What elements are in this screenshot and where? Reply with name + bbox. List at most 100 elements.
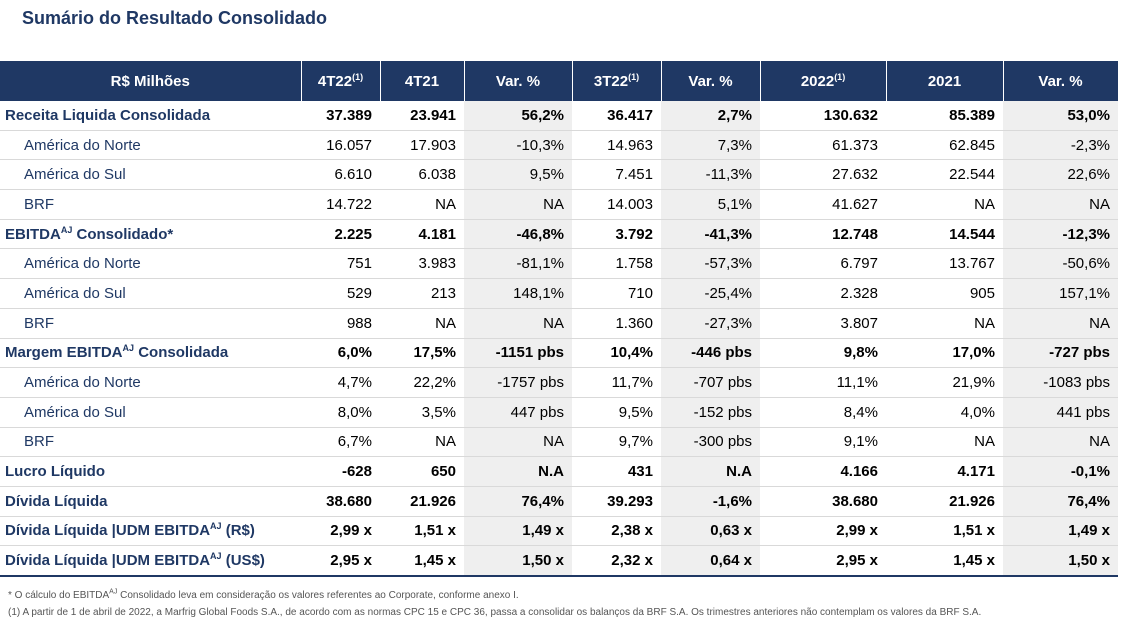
table-cell: 1,50 x [1003, 545, 1118, 578]
footnote-text: * O cálculo do EBITDA [8, 590, 110, 601]
header-col-text: 4T21 [404, 72, 440, 90]
table-cell: 37.389 [301, 101, 380, 131]
table-cell: 2.328 [760, 278, 886, 309]
table-row: América do Norte 751 3.983 -81,1% 1.758 -57,3… [0, 248, 1118, 280]
table-cell: 148,1% [464, 278, 572, 309]
table-cell: NA [464, 308, 572, 339]
table-cell: 0,63 x [661, 516, 760, 547]
table-row: Lucro Líquido -628 650 N.A 431 N.A 4.166 4.171-… [0, 456, 1118, 487]
table-cell: 38.680 [760, 486, 886, 517]
table-row: América do Sul 529 213 148,1% 710 -25,4% 2.328… [0, 278, 1118, 309]
table-cell: 21,9% [886, 367, 1003, 398]
row-label-suffix: (US$) [221, 552, 265, 570]
table-row: América do Norte 4,7% 22,2% -1757 pbs 11,7% -… [0, 367, 1118, 398]
table-cell: 9,5% [464, 159, 572, 191]
table-row: Margem EBITDAAJ Consolidada 6,0% 17,5% -115… [0, 338, 1118, 369]
table-cell: 1,50 x [464, 545, 572, 578]
table-cell: 4.166 [760, 456, 886, 487]
table-cell: NA [1003, 427, 1118, 458]
row-label-text: América do Sul [24, 166, 126, 184]
header-col: 4T22(1) [301, 61, 381, 101]
table-cell: 1.360 [572, 308, 661, 339]
table-cell: 2.225 [301, 219, 380, 250]
table-cell: 38.680 [301, 486, 380, 517]
table-cell: 22,6% [1003, 159, 1118, 191]
row-label: BRF [0, 308, 301, 339]
table-cell: 2,38 x [572, 516, 661, 547]
row-label-text: Dívida Líquida [5, 492, 108, 510]
table-cell: N.A [661, 456, 760, 487]
table-cell: 988 [301, 308, 380, 339]
header-col-text: 2022 [800, 72, 835, 90]
table-cell: -46,8% [464, 219, 572, 250]
table-cell: 2,99 x [760, 516, 886, 547]
table-cell: 53,0% [1003, 101, 1118, 131]
table-cell: NA [464, 427, 572, 458]
row-label-text: Receita Liquida Consolidada [5, 106, 211, 124]
table-cell: -27,3% [661, 308, 760, 339]
row-label-text: Margem EBITDA [5, 344, 123, 362]
table-cell: 4.181 [380, 219, 464, 250]
table-cell: -152 pbs [661, 397, 760, 428]
table-cell: 36.417 [572, 101, 661, 131]
table-row: América do Norte 16.057 17.903 -10,3% 14.963… [0, 130, 1118, 161]
row-label-sup: AJ [122, 343, 135, 354]
table-cell: -25,4% [661, 278, 760, 309]
table-cell: 22,2% [380, 367, 464, 398]
table-cell: -727 pbs [1003, 338, 1118, 369]
header-col: 2022(1) [760, 61, 887, 101]
table-cell: -50,6% [1003, 248, 1118, 280]
row-label-text: América do Sul [24, 284, 126, 302]
header-col: Var. % [464, 61, 573, 101]
table-cell: -1151 pbs [464, 338, 572, 369]
table-cell: NA [1003, 189, 1118, 220]
table-cell: 17,5% [380, 338, 464, 369]
header-col-sup: (1) [352, 71, 364, 82]
table-cell: 9,5% [572, 397, 661, 428]
header-col-text: 4T22 [317, 72, 353, 90]
row-label: BRF [0, 427, 301, 458]
table-cell: NA [886, 427, 1003, 458]
table-cell: 2,95 x [301, 545, 380, 578]
table-cell: 441 pbs [1003, 397, 1118, 428]
table-cell: 7,3% [661, 130, 760, 161]
table-cell: -12,3% [1003, 219, 1118, 250]
table-cell: 85.389 [886, 101, 1003, 131]
table-cell: 11,7% [572, 367, 661, 398]
table-cell: -41,3% [661, 219, 760, 250]
header-col: 4T21 [380, 61, 465, 101]
header-col-text: Var. % [1038, 72, 1083, 90]
table-cell: 213 [380, 278, 464, 309]
row-label-text: Lucro Líquido [5, 463, 105, 481]
table-cell: NA [464, 189, 572, 220]
table-cell: 10,4% [572, 338, 661, 369]
row-label-text: América do Sul [24, 403, 126, 421]
table-cell: 27.632 [760, 159, 886, 191]
header-col: 3T22(1) [572, 61, 662, 101]
table-cell: 21.926 [886, 486, 1003, 517]
header-col-sup: (1) [834, 71, 846, 82]
table-cell: NA [380, 189, 464, 220]
table-cell: -1757 pbs [464, 367, 572, 398]
table-cell: NA [886, 308, 1003, 339]
table-row: EBITDAAJ Consolidado* 2.225 4.181 -46,8% 3.7… [0, 219, 1118, 250]
table-cell: 1,45 x [886, 545, 1003, 578]
table-cell: 529 [301, 278, 380, 309]
table-cell: 17.903 [380, 130, 464, 161]
table-cell: NA [380, 308, 464, 339]
header-col-text: Var. % [688, 72, 733, 90]
table-cell: 431 [572, 456, 661, 487]
table-cell: 4,0% [886, 397, 1003, 428]
footnote-ebitda: * O cálculo do EBITDAAJ Consolidado leva… [8, 589, 519, 601]
row-label: Margem EBITDAAJ Consolidada [0, 338, 301, 369]
table-cell: 9,1% [760, 427, 886, 458]
row-label-text: BRF [24, 433, 54, 451]
table-row: América do Sul 6.610 6.038 9,5% 7.451 -11,3% 2… [0, 159, 1118, 191]
table-cell: 12.748 [760, 219, 886, 250]
table-cell: 130.632 [760, 101, 886, 131]
results-table: R$ Milhões 4T22(1) 4T21 Var. % 3T22(1) V… [0, 61, 1119, 578]
row-label: EBITDAAJ Consolidado* [0, 219, 301, 250]
table-row: BRF 14.722 NA NA 14.003 5,1% 41.627 NA NA [0, 189, 1118, 220]
table-cell: 9,8% [760, 338, 886, 369]
table-cell: -1,6% [661, 486, 760, 517]
